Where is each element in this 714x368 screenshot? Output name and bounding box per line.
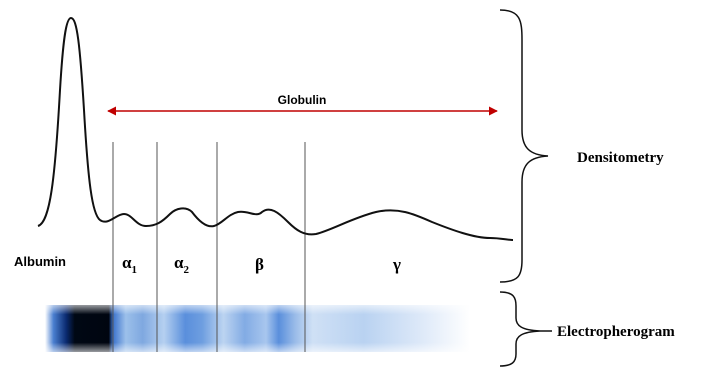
electropherogram-label: Electropherogram <box>557 324 675 340</box>
electropherogram-brace <box>500 292 540 366</box>
fraction-symbol: α <box>122 253 132 272</box>
fraction-label: α2 <box>174 253 190 276</box>
gel-shading <box>45 305 470 352</box>
fraction-subscript: 1 <box>132 264 138 276</box>
densitometry-curve <box>38 18 513 240</box>
fraction-label: γ <box>392 255 401 274</box>
fraction-symbol: α <box>174 253 184 272</box>
fraction-label: α1 <box>122 253 137 276</box>
fraction-subscript: 2 <box>184 264 190 276</box>
diagram: Globulin Albumin α1 α2 β γ Densitometry … <box>0 0 714 368</box>
densitometry-label: Densitometry <box>577 150 664 166</box>
densitometry-brace <box>500 10 548 282</box>
globulin-label: Globulin <box>278 93 327 107</box>
albumin-label: Albumin <box>14 254 66 269</box>
fraction-label: β <box>255 255 264 274</box>
